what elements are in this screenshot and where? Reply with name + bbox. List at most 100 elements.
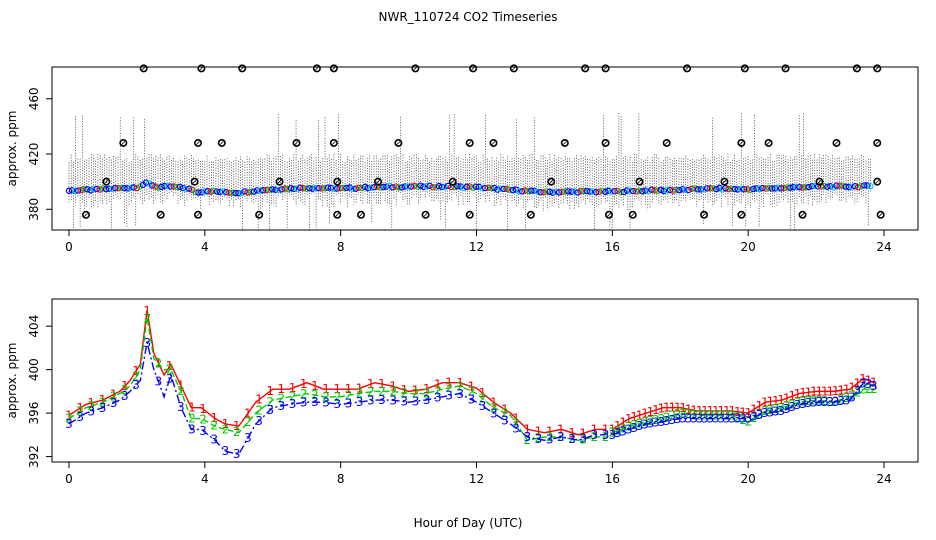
baseline-point	[182, 185, 190, 193]
baseline-point	[583, 187, 591, 195]
series-3-marker: 3	[630, 421, 638, 435]
outlier-point	[411, 64, 420, 73]
outlier-point	[560, 138, 569, 147]
series-2-marker: 2	[423, 386, 431, 400]
series-2-marker: 2	[685, 407, 693, 421]
baseline-point	[438, 183, 446, 191]
outlier-point	[737, 210, 746, 219]
series-3-marker: 3	[501, 413, 509, 427]
series-3-marker: 3	[333, 397, 341, 411]
outlier-point	[662, 138, 671, 147]
series-3-marker: 3	[767, 405, 775, 419]
series-2-marker: 2	[490, 401, 498, 415]
outlier-point	[873, 64, 882, 73]
baseline-point	[130, 184, 137, 191]
series-3-marker: 3	[712, 412, 720, 426]
series-3-line	[612, 381, 875, 436]
baseline-point	[765, 184, 772, 192]
series-1-marker: 1	[210, 411, 218, 425]
series-1-marker: 1	[652, 403, 660, 417]
outlier-point	[581, 64, 590, 73]
series-2-marker: 2	[445, 381, 453, 395]
outlier-point	[333, 177, 342, 186]
series-2-marker: 2	[546, 430, 554, 444]
baseline-point	[383, 183, 390, 190]
series-3-marker: 3	[591, 428, 599, 442]
series-3-marker: 3	[865, 377, 873, 391]
outlier-mark	[196, 141, 200, 145]
baseline-point	[398, 184, 406, 191]
series-2-marker: 2	[609, 426, 617, 440]
baseline-point	[845, 183, 853, 191]
baseline-point	[229, 189, 236, 196]
baseline-point	[321, 185, 329, 192]
series-1-marker: 1	[609, 422, 617, 436]
series-3-marker: 3	[389, 393, 397, 407]
baseline-point	[666, 186, 674, 194]
series-1-marker: 1	[859, 372, 867, 386]
baseline-point	[463, 183, 470, 191]
outlier-mark	[240, 66, 245, 71]
series-2-marker: 2	[155, 357, 163, 371]
baseline-point	[645, 188, 652, 195]
x-tick-label: 24	[876, 472, 891, 486]
series-2-marker: 2	[266, 395, 274, 409]
baseline-point	[725, 185, 732, 193]
baseline-point	[867, 182, 874, 190]
series-3-marker: 3	[199, 424, 207, 438]
series-2-marker: 2	[143, 311, 151, 325]
series-2-marker: 2	[625, 419, 633, 433]
series-2-marker: 2	[345, 388, 353, 402]
outlier-point	[604, 210, 613, 219]
x-tick-label: 20	[741, 240, 756, 254]
series-3-marker: 3	[535, 432, 543, 446]
series-3-marker: 3	[356, 395, 364, 409]
figure-title: NWR_110724 CO2 Timeseries	[379, 10, 558, 24]
series-1-marker: 1	[389, 379, 397, 393]
outlier-point	[601, 64, 610, 73]
series-2-marker: 2	[696, 408, 704, 422]
series-2-marker: 2	[244, 415, 252, 429]
outlier-point	[119, 138, 128, 147]
baseline-point	[518, 188, 526, 195]
outlier-point	[873, 138, 882, 147]
baseline-point	[848, 183, 856, 190]
baseline-point	[830, 184, 837, 191]
baseline-point	[784, 184, 791, 191]
outlier-mark	[854, 66, 859, 71]
series-3-marker: 3	[468, 393, 476, 407]
series-3-marker: 3	[668, 413, 676, 427]
baseline-point	[296, 184, 304, 191]
series-2-marker: 2	[110, 390, 118, 404]
outlier-mark	[450, 179, 455, 184]
series-1-marker: 1	[630, 410, 638, 424]
outlier-mark	[277, 179, 282, 184]
series-2-marker: 2	[166, 363, 174, 377]
series-3-marker: 3	[826, 395, 834, 409]
outlier-point	[81, 210, 90, 219]
baseline-point	[481, 184, 489, 192]
series-1-marker: 1	[568, 426, 576, 440]
series-1-marker: 1	[188, 401, 196, 415]
outlier-mark	[376, 179, 380, 184]
baseline-point	[429, 183, 436, 191]
series-1-marker: 1	[832, 384, 840, 398]
series-1-marker: 1	[445, 376, 453, 390]
series-2-marker: 2	[865, 382, 873, 396]
outlier-mark	[630, 212, 635, 217]
series-3-marker: 3	[99, 401, 107, 415]
baseline-point	[688, 185, 695, 193]
series-2-marker: 2	[794, 396, 802, 410]
outlier-point	[737, 138, 746, 147]
baseline-point	[170, 183, 177, 190]
baseline-point	[768, 185, 776, 192]
outlier-mark	[335, 212, 340, 217]
series-1-marker: 1	[602, 422, 610, 436]
outlier-point	[781, 64, 790, 73]
series-3-marker: 3	[777, 404, 785, 418]
series-1-marker: 1	[734, 405, 742, 419]
baseline-point	[309, 185, 316, 192]
baseline-point	[756, 185, 763, 193]
